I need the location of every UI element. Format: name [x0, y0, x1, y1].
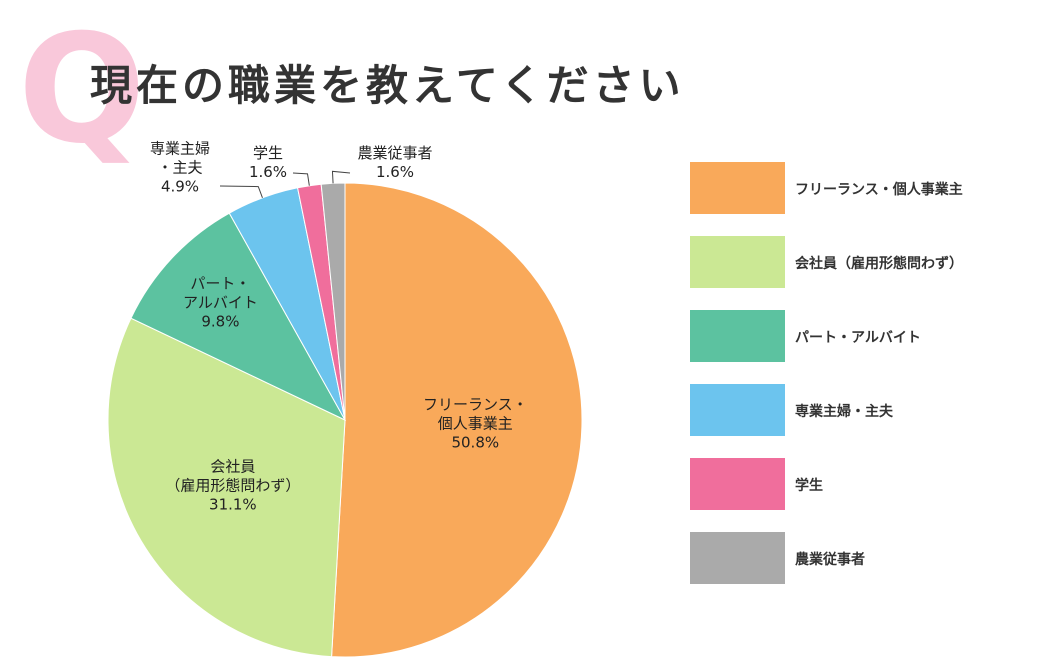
legend-swatch: [690, 236, 785, 288]
pie-slice: [331, 182, 583, 658]
legend-swatch: [690, 384, 785, 436]
legend-label: 学生: [795, 478, 823, 494]
slice-label: フリーランス・ 個人事業主: [422, 395, 528, 433]
data-label: 専業主婦 ・主夫 4.9%: [150, 140, 210, 197]
legend-label: パート・アルバイト: [795, 330, 921, 346]
legend-swatch: [690, 162, 785, 214]
data-label: パート・ アルバイト 9.8%: [183, 275, 258, 332]
data-label: 学生 1.6%: [249, 144, 287, 182]
slice-label: パート・ アルバイト: [182, 274, 258, 312]
legend-label: フリーランス・個人事業主: [795, 182, 963, 198]
value-label: 1.6%: [248, 163, 288, 181]
slice-label: 学生: [252, 144, 284, 162]
slice-label: 会社員 （雇用形態問わず）: [165, 457, 301, 495]
legend-swatch: [690, 310, 785, 362]
slice-label: 専業主婦 ・主夫: [149, 139, 211, 177]
legend-label: 専業主婦・主夫: [795, 404, 893, 420]
data-label: フリーランス・ 個人事業主 50.8%: [423, 395, 528, 452]
data-label: 農業従事者 1.6%: [357, 144, 432, 182]
pie-slice: [107, 317, 346, 658]
legend-label: 会社員（雇用形態問わず）: [795, 256, 963, 272]
value-label: 1.6%: [375, 163, 415, 181]
pie-slice: [130, 212, 347, 422]
legend-swatch: [690, 458, 785, 510]
value-label: 31.1%: [209, 495, 257, 514]
value-label: 50.8%: [451, 433, 500, 452]
leader-line: [219, 185, 263, 199]
data-label: 会社員 （雇用形態問わず） 31.1%: [165, 458, 300, 515]
slice-label: 農業従事者: [357, 144, 433, 162]
leader-line: [331, 170, 351, 184]
legend-swatch: [690, 532, 785, 584]
title-mark: Q: [18, 3, 146, 177]
legend-label: 農業従事者: [795, 552, 865, 568]
leader-line: [292, 172, 310, 186]
value-label: 9.8%: [201, 312, 240, 331]
value-label: 4.9%: [160, 177, 200, 196]
chart-title: 現在の職業を教えてください: [90, 61, 685, 110]
